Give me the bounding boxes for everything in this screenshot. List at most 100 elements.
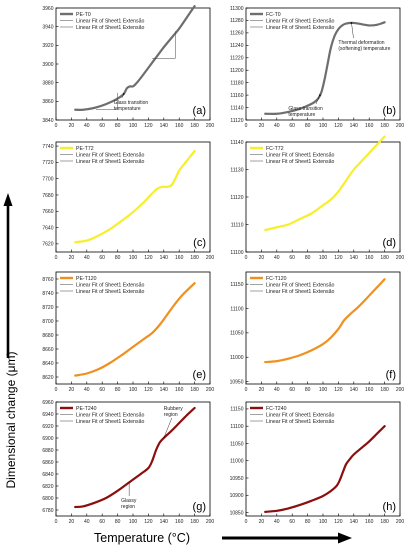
y-tick-label: 11130	[230, 167, 243, 173]
y-tick-label: 6940	[42, 412, 53, 418]
data-point	[372, 290, 374, 293]
data-point	[147, 467, 150, 469]
data-point	[105, 497, 107, 499]
data-point	[299, 107, 301, 110]
y-tick-label: 11000	[230, 355, 244, 361]
x-tick-label: 20	[259, 123, 265, 129]
x-tick-label: 120	[144, 387, 153, 393]
data-point	[155, 56, 158, 59]
annotation-glassy: Glassy region	[121, 498, 137, 510]
data-point	[85, 239, 88, 242]
data-point	[143, 200, 146, 203]
y-tick-label: 3920	[42, 43, 53, 49]
x-tick-label: 100	[319, 255, 328, 261]
data-point	[135, 82, 137, 85]
data-point	[376, 432, 378, 435]
figure-axis-labels: Dimensional change (μm) Temperature (°C)	[3, 193, 352, 545]
x-tick-label: 120	[144, 123, 153, 129]
y-tick-label: 11100	[230, 250, 243, 256]
y-tick-label: 11140	[230, 105, 243, 111]
data-point	[156, 187, 159, 190]
legend-entry: Linear Fit of Sheet1 Extensão	[266, 18, 334, 24]
annotation-line: region	[164, 412, 178, 418]
data-point	[174, 177, 177, 180]
data-point	[125, 87, 128, 90]
annotation-line: temperature	[288, 112, 315, 118]
data-point	[337, 28, 340, 31]
legend-entry: Linear Fit of Sheet1 Extensão	[266, 419, 334, 425]
y-tick-label: 7720	[42, 160, 53, 166]
x-tick-label: 80	[305, 123, 311, 129]
panel-letter: (a)	[193, 105, 206, 117]
y-tick-label: 6860	[42, 460, 53, 466]
x-tick-label: 120	[144, 519, 153, 525]
data-point	[139, 77, 142, 79]
x-tick-label: 100	[129, 519, 138, 525]
x-tick-label: 60	[99, 123, 105, 129]
data-point	[82, 108, 84, 111]
y-tick-label: 11150	[230, 407, 243, 413]
figure-x-arrow-head	[338, 532, 352, 544]
data-point	[356, 306, 359, 309]
annotation-pointer	[351, 22, 354, 39]
x-tick-label: 200	[396, 387, 405, 393]
panel-letter: (g)	[193, 501, 206, 513]
x-tick-label: 60	[289, 387, 295, 393]
annotation-line: (softening) temperature	[338, 46, 390, 52]
chart-panel-f: 0 20 40 60 80 100 120 140 160 180 200 10950 11000 110…	[230, 271, 405, 393]
x-tick-label: 180	[380, 387, 389, 393]
annotation-line: Rubbery	[164, 406, 183, 412]
data-point	[337, 190, 340, 193]
y-tick-label: 11240	[230, 43, 244, 49]
x-tick-label: 20	[69, 123, 75, 129]
y-tick-label: 6780	[42, 508, 53, 514]
y-tick-label: 11120	[230, 118, 243, 124]
y-tick-label: 8640	[42, 361, 53, 367]
data-point	[193, 150, 196, 152]
fit-guide-line	[96, 92, 118, 110]
data-point	[132, 346, 134, 348]
y-tick-label: 8720	[42, 305, 53, 311]
data-point	[333, 35, 336, 37]
x-tick-label: 180	[380, 519, 389, 525]
y-tick-label: 11300	[230, 6, 244, 12]
data-point	[329, 47, 332, 50]
y-tick-label: 11160	[230, 93, 243, 99]
x-tick-label: 180	[380, 255, 389, 261]
x-tick-label: 0	[245, 255, 248, 261]
x-tick-label: 60	[289, 519, 295, 525]
y-tick-label: 11050	[230, 331, 244, 337]
x-tick-label: 20	[69, 255, 75, 261]
x-tick-label: 100	[129, 123, 138, 129]
y-tick-label: 3860	[42, 99, 53, 105]
data-point	[360, 447, 363, 449]
x-tick-label: 180	[190, 255, 199, 261]
data-point	[322, 204, 324, 207]
series-line-PE-T0	[74, 5, 196, 111]
annotation-dot	[350, 22, 353, 24]
y-tick-label: 11000	[230, 459, 244, 465]
x-tick-label: 100	[319, 519, 328, 525]
legend-entry: Linear Fit of Sheet1 Extensão	[266, 412, 334, 418]
legend-entry: Linear Fit of Sheet1 Extensão	[76, 25, 144, 31]
data-point	[264, 510, 267, 513]
x-tick-label: 180	[190, 519, 199, 525]
data-point	[93, 501, 96, 504]
data-point	[186, 414, 188, 417]
legend-entry: Linear Fit of Sheet1 Extensão	[76, 419, 144, 425]
x-tick-label: 0	[245, 123, 248, 129]
data-point	[109, 228, 111, 231]
legend-entry: PE-T72	[76, 146, 94, 152]
annotation-rubbery: Rubbery region	[164, 406, 183, 418]
data-point	[329, 198, 332, 201]
x-tick-label: 120	[144, 255, 153, 261]
y-tick-label: 7660	[42, 209, 53, 215]
x-tick-label: 140	[160, 519, 169, 525]
data-point	[339, 478, 341, 481]
data-point	[287, 223, 290, 226]
x-tick-label: 140	[350, 255, 359, 261]
x-tick-label: 180	[380, 123, 389, 129]
y-tick-label: 8700	[42, 319, 53, 325]
data-point	[337, 328, 340, 330]
data-point	[143, 337, 146, 340]
